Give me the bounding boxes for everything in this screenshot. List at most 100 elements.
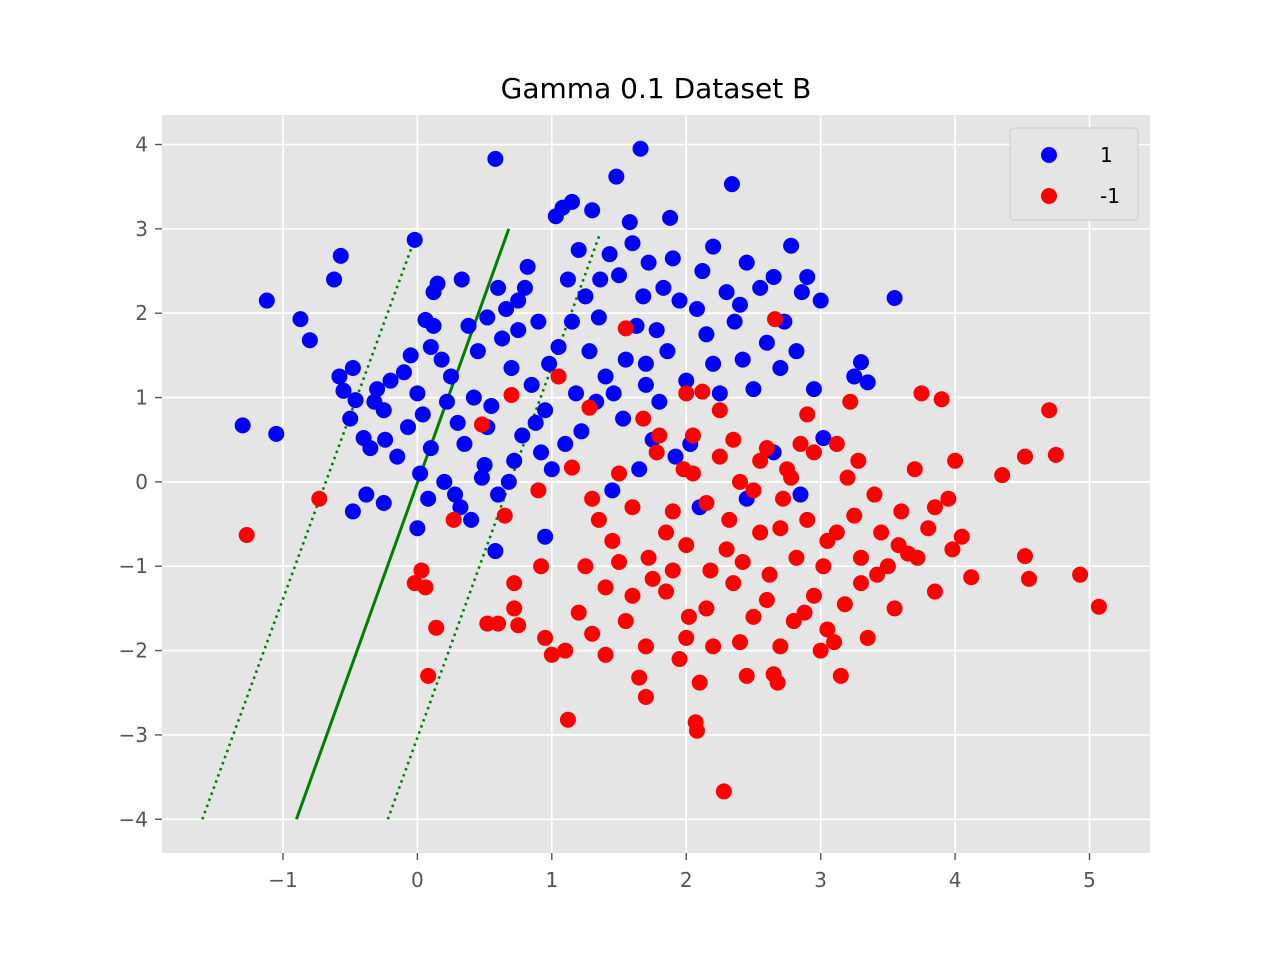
point-class-1 <box>640 254 657 271</box>
point-class-1 <box>597 368 614 385</box>
point-class-1 <box>460 317 477 334</box>
point-class-1 <box>258 292 275 309</box>
point-class-1 <box>326 271 343 288</box>
point-class-neg1 <box>772 638 789 655</box>
point-class-1 <box>519 258 536 275</box>
point-class-1 <box>537 528 554 545</box>
point-class-neg1 <box>559 711 576 728</box>
point-class-neg1 <box>417 579 434 596</box>
point-class-neg1 <box>533 558 550 575</box>
point-class-neg1 <box>920 520 937 537</box>
point-class-neg1 <box>617 320 634 337</box>
point-class-neg1 <box>1047 446 1064 463</box>
point-class-1 <box>409 385 426 402</box>
point-class-neg1 <box>725 431 742 448</box>
point-class-1 <box>570 241 587 258</box>
point-class-neg1 <box>238 527 255 544</box>
point-class-1 <box>617 351 634 368</box>
point-class-1 <box>705 355 722 372</box>
point-class-neg1 <box>664 562 681 579</box>
point-class-1 <box>765 268 782 285</box>
point-class-1 <box>783 237 800 254</box>
point-class-neg1 <box>718 541 735 558</box>
point-class-neg1 <box>496 507 513 524</box>
point-class-neg1 <box>963 569 980 586</box>
point-class-neg1 <box>637 688 654 705</box>
point-class-neg1 <box>680 608 697 625</box>
point-class-1 <box>456 435 473 452</box>
point-class-neg1 <box>503 387 520 404</box>
point-class-neg1 <box>839 469 856 486</box>
point-class-neg1 <box>758 440 775 457</box>
point-class-neg1 <box>473 416 490 433</box>
point-class-1 <box>812 292 829 309</box>
point-class-1 <box>514 427 531 444</box>
point-class-neg1 <box>624 499 641 516</box>
point-class-1 <box>395 364 412 381</box>
point-class-neg1 <box>1016 548 1033 565</box>
point-class-neg1 <box>761 566 778 583</box>
point-class-1 <box>447 486 464 503</box>
point-class-neg1 <box>893 503 910 520</box>
point-class-1 <box>369 381 386 398</box>
point-class-neg1 <box>563 459 580 476</box>
point-class-neg1 <box>698 600 715 617</box>
point-class-1 <box>537 402 554 419</box>
point-class-neg1 <box>842 393 859 410</box>
x-axis: −1 0 1 2 3 4 5 <box>268 853 1096 892</box>
point-class-1 <box>362 440 379 457</box>
point-class-1 <box>234 417 251 434</box>
point-class-1 <box>402 347 419 364</box>
point-class-neg1 <box>590 511 607 528</box>
point-class-neg1 <box>826 634 843 651</box>
point-class-1 <box>375 494 392 511</box>
point-class-neg1 <box>691 674 708 691</box>
point-class-neg1 <box>796 604 813 621</box>
point-class-neg1 <box>725 575 742 592</box>
point-class-neg1 <box>445 511 462 528</box>
point-class-1 <box>473 469 490 486</box>
point-class-1 <box>635 288 652 305</box>
point-class-1 <box>301 332 318 349</box>
point-class-1 <box>292 311 309 328</box>
point-class-neg1 <box>644 570 661 587</box>
y-tick-label: −4 <box>119 807 148 831</box>
point-class-1 <box>494 330 511 347</box>
point-class-neg1 <box>769 674 786 691</box>
point-class-1 <box>438 393 455 410</box>
point-class-1 <box>414 406 431 423</box>
point-class-neg1 <box>510 617 527 634</box>
point-class-neg1 <box>311 490 328 507</box>
point-class-1 <box>389 448 406 465</box>
point-class-neg1 <box>694 383 711 400</box>
point-class-neg1 <box>944 541 961 558</box>
point-class-neg1 <box>788 549 805 566</box>
point-class-neg1 <box>732 473 749 490</box>
legend-marker-neg1 <box>1041 188 1057 204</box>
point-class-neg1 <box>705 638 722 655</box>
point-class-1 <box>487 150 504 167</box>
point-class-neg1 <box>617 613 634 630</box>
point-class-neg1 <box>597 646 614 663</box>
point-class-1 <box>723 176 740 193</box>
point-class-1 <box>409 520 426 537</box>
point-class-1 <box>425 317 442 334</box>
point-class-1 <box>382 372 399 389</box>
point-class-neg1 <box>994 467 1011 484</box>
plot-area <box>162 115 1150 853</box>
point-class-neg1 <box>530 482 547 499</box>
point-class-1 <box>476 457 493 474</box>
point-class-1 <box>711 385 728 402</box>
point-class-neg1 <box>792 435 809 452</box>
point-class-1 <box>541 355 558 372</box>
chart-title: Gamma 0.1 Dataset B <box>501 72 812 105</box>
point-class-1 <box>611 267 628 284</box>
point-class-neg1 <box>711 402 728 419</box>
point-class-1 <box>452 499 469 516</box>
point-class-1 <box>557 435 574 452</box>
point-class-1 <box>655 279 672 296</box>
point-class-neg1 <box>428 619 445 636</box>
point-class-1 <box>331 368 348 385</box>
point-class-neg1 <box>873 524 890 541</box>
point-class-1 <box>608 168 625 185</box>
